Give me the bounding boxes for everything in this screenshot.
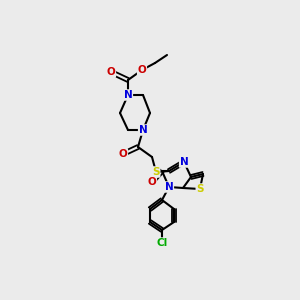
Text: S: S — [196, 184, 204, 194]
Text: O: O — [148, 177, 156, 187]
Text: Cl: Cl — [156, 238, 168, 248]
Text: N: N — [180, 157, 188, 167]
Text: N: N — [165, 182, 173, 192]
Text: N: N — [124, 90, 132, 100]
Text: O: O — [138, 65, 146, 75]
Text: S: S — [152, 167, 160, 177]
Text: O: O — [118, 149, 127, 159]
Text: N: N — [139, 125, 147, 135]
Text: O: O — [106, 67, 116, 77]
